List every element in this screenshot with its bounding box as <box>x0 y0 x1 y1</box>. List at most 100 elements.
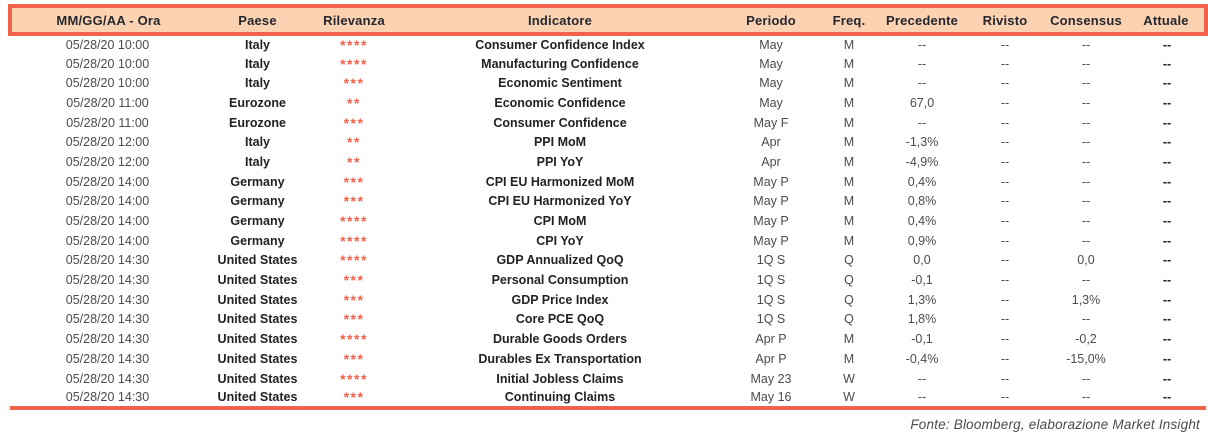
table-row: 05/28/20 14:30 United States *** Personal C… <box>10 270 1206 290</box>
cell-revised: -- <box>1000 194 1010 209</box>
cell-country: Germany <box>230 233 285 248</box>
cell-period: May P <box>753 214 789 229</box>
relevance-stars: *** <box>343 272 365 289</box>
column-header-consensus: Consensus <box>1044 4 1128 36</box>
relevance-stars: **** <box>340 55 368 72</box>
column-header-datetime: MM/GG/AA - Ora <box>8 4 205 36</box>
cell-actual: -- <box>1162 37 1172 52</box>
table-row: 05/28/20 12:00 Italy ** PPI YoY Apr M -4,9% -- -… <box>10 152 1206 172</box>
cell-previous: -- <box>917 115 927 130</box>
cell-datetime: 05/28/20 11:00 <box>66 115 149 130</box>
cell-country: Eurozone <box>229 95 286 110</box>
relevance-stars: **** <box>340 232 368 249</box>
cell-period: 1Q S <box>756 273 786 288</box>
cell-period: May <box>759 56 783 71</box>
cell-consensus: -15,0% <box>1066 351 1106 366</box>
cell-actual: -- <box>1162 332 1172 347</box>
cell-indicator: Durables Ex Transportation <box>478 351 642 366</box>
cell-freq: M <box>843 37 855 52</box>
column-header-indicator: Indicatore <box>398 4 722 36</box>
cell-period: 1Q S <box>756 292 786 307</box>
cell-datetime: 05/28/20 14:30 <box>65 351 150 366</box>
cell-freq: M <box>843 351 855 366</box>
cell-freq: M <box>843 174 855 189</box>
cell-country: Germany <box>230 194 285 209</box>
cell-actual: -- <box>1128 388 1206 411</box>
cell-previous: 0,8% <box>907 194 937 209</box>
cell-consensus: -- <box>1081 312 1091 327</box>
table-row: 05/28/20 11:00 Eurozone *** Consumer Confid… <box>10 113 1206 133</box>
relevance-stars: ** <box>347 94 361 111</box>
cell-country: Italy <box>244 37 270 52</box>
cell-consensus: -- <box>1081 233 1091 248</box>
cell-consensus: -- <box>1081 174 1091 189</box>
relevance-stars: *** <box>343 291 365 308</box>
cell-revised: -- <box>1000 37 1010 52</box>
relevance-stars: ** <box>347 153 361 170</box>
cell-revised: -- <box>1000 76 1010 91</box>
cell-indicator: PPI MoM <box>533 135 587 150</box>
relevance-stars: *** <box>343 193 365 210</box>
cell-period: May P <box>753 194 789 209</box>
cell-indicator: Continuing Claims <box>398 388 722 411</box>
cell-actual: -- <box>1162 312 1172 327</box>
cell-period: Apr <box>761 154 781 169</box>
cell-country: Eurozone <box>229 115 286 130</box>
table-row: 05/28/20 14:00 Germany *** CPI EU Harmonize… <box>10 172 1206 192</box>
table-row: 05/28/20 14:30 United States **** Initial J… <box>10 369 1206 389</box>
cell-datetime: 05/28/20 11:00 <box>66 95 149 110</box>
column-header-period: Periodo <box>722 4 820 36</box>
cell-actual: -- <box>1162 95 1172 110</box>
cell-indicator: Manufacturing Confidence <box>481 56 639 71</box>
cell-datetime: 05/28/20 14:30 <box>65 273 150 288</box>
cell-freq: M <box>843 56 855 71</box>
cell-indicator: GDP Annualized QoQ <box>496 253 624 268</box>
cell-period: May <box>759 95 783 110</box>
cell-revised: -- <box>1000 115 1010 130</box>
cell-revised: -- <box>1000 233 1010 248</box>
cell-period: May P <box>753 233 789 248</box>
cell-previous: -- <box>917 76 927 91</box>
cell-previous: 67,0 <box>909 95 935 110</box>
cell-consensus: -- <box>1081 135 1091 150</box>
cell-freq: M <box>843 154 855 169</box>
relevance-stars: **** <box>340 252 368 269</box>
table-row: 05/28/20 14:30 United States **** Durable G… <box>10 329 1206 349</box>
cell-period: May P <box>753 174 789 189</box>
cell-country: United States <box>217 351 298 366</box>
cell-datetime: 05/28/20 14:30 <box>65 253 150 268</box>
cell-country: United States <box>217 292 298 307</box>
cell-previous: -0,1 <box>911 332 933 347</box>
cell-freq: M <box>843 95 855 110</box>
table-row: 05/28/20 12:00 Italy ** PPI MoM Apr M -1,3% -- -… <box>10 132 1206 152</box>
cell-period: Apr P <box>755 332 787 347</box>
cell-consensus: -- <box>1081 214 1091 229</box>
cell-country: Italy <box>244 135 270 150</box>
cell-indicator: Economic Confidence <box>494 95 626 110</box>
cell-actual: -- <box>1162 214 1172 229</box>
cell-previous: -- <box>917 37 927 52</box>
cell-previous: 0,4% <box>907 174 937 189</box>
cell-period: May <box>759 76 783 91</box>
cell-country: Germany <box>230 174 285 189</box>
cell-indicator: Personal Consumption <box>491 273 629 288</box>
cell-period: 1Q S <box>756 253 786 268</box>
relevance-stars: *** <box>343 75 365 92</box>
relevance-stars: **** <box>340 213 368 230</box>
cell-datetime: 05/28/20 14:00 <box>65 214 150 229</box>
cell-indicator: Durable Goods Orders <box>492 332 628 347</box>
cell-indicator: CPI EU Harmonized MoM <box>485 174 635 189</box>
cell-consensus: -0,2 <box>1075 332 1097 347</box>
cell-previous: 0,4% <box>907 214 937 229</box>
cell-indicator: Initial Jobless Claims <box>496 371 624 386</box>
cell-actual: -- <box>1162 174 1172 189</box>
source-caption: Fonte: Bloomberg, elaborazione Market In… <box>910 417 1200 432</box>
relevance-stars: *** <box>343 173 365 190</box>
cell-datetime: 05/28/20 10:00 <box>65 37 150 52</box>
cell-revised: -- <box>1000 351 1010 366</box>
cell-freq: M <box>843 214 855 229</box>
cell-datetime: 05/28/20 14:00 <box>65 174 150 189</box>
economic-calendar-table: MM/GG/AA - Ora Paese Rilevanza Indicatore Pe… <box>8 4 1208 411</box>
cell-datetime: 05/28/20 12:00 <box>65 154 150 169</box>
